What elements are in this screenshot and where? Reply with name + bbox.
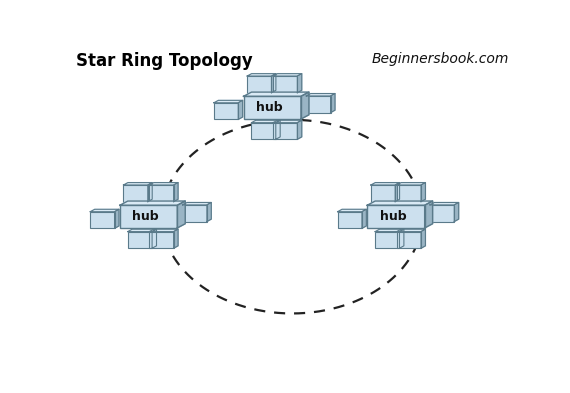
Polygon shape (454, 202, 459, 222)
Polygon shape (298, 120, 302, 139)
Polygon shape (174, 229, 178, 248)
Polygon shape (337, 209, 367, 212)
FancyBboxPatch shape (371, 185, 395, 202)
Polygon shape (371, 183, 400, 185)
Polygon shape (174, 183, 178, 202)
Polygon shape (421, 229, 425, 248)
FancyBboxPatch shape (251, 123, 276, 139)
Text: hub: hub (256, 101, 283, 114)
Polygon shape (148, 183, 152, 202)
Polygon shape (367, 201, 433, 205)
Polygon shape (115, 209, 119, 228)
FancyBboxPatch shape (397, 231, 421, 248)
Text: hub: hub (380, 210, 406, 223)
FancyBboxPatch shape (367, 205, 425, 228)
Polygon shape (397, 229, 425, 231)
Polygon shape (362, 209, 367, 228)
FancyBboxPatch shape (90, 212, 115, 228)
Polygon shape (430, 202, 459, 205)
Polygon shape (273, 73, 302, 76)
Polygon shape (149, 183, 178, 185)
FancyBboxPatch shape (124, 185, 148, 202)
FancyBboxPatch shape (247, 76, 271, 93)
Polygon shape (247, 73, 276, 76)
Polygon shape (149, 229, 178, 231)
Polygon shape (298, 73, 302, 93)
FancyBboxPatch shape (397, 185, 421, 202)
FancyBboxPatch shape (306, 96, 331, 113)
FancyBboxPatch shape (182, 205, 207, 222)
Polygon shape (397, 183, 425, 185)
FancyBboxPatch shape (214, 103, 238, 119)
FancyBboxPatch shape (273, 123, 298, 139)
FancyBboxPatch shape (149, 185, 174, 202)
Polygon shape (128, 229, 157, 231)
Polygon shape (301, 92, 309, 119)
FancyBboxPatch shape (375, 231, 400, 248)
Polygon shape (124, 183, 152, 185)
FancyBboxPatch shape (337, 212, 362, 228)
Polygon shape (271, 73, 276, 93)
Polygon shape (425, 201, 433, 228)
Polygon shape (306, 94, 335, 96)
Polygon shape (238, 100, 243, 119)
FancyBboxPatch shape (128, 231, 152, 248)
Polygon shape (395, 183, 400, 202)
Polygon shape (182, 202, 211, 205)
Text: Star Ring Topology: Star Ring Topology (76, 52, 253, 70)
FancyBboxPatch shape (273, 76, 298, 93)
Polygon shape (251, 120, 280, 123)
Polygon shape (120, 201, 185, 205)
FancyBboxPatch shape (120, 205, 177, 228)
Polygon shape (214, 100, 243, 103)
Polygon shape (375, 229, 404, 231)
Polygon shape (207, 202, 211, 222)
FancyBboxPatch shape (430, 205, 454, 222)
Text: Beginnersbook.com: Beginnersbook.com (371, 52, 508, 66)
Polygon shape (331, 94, 335, 113)
FancyBboxPatch shape (243, 96, 301, 119)
Polygon shape (276, 120, 280, 139)
Polygon shape (273, 120, 302, 123)
FancyBboxPatch shape (149, 231, 174, 248)
Polygon shape (90, 209, 119, 212)
Polygon shape (177, 201, 185, 228)
Polygon shape (152, 229, 157, 248)
Polygon shape (243, 92, 309, 96)
Polygon shape (400, 229, 404, 248)
Polygon shape (421, 183, 425, 202)
Text: hub: hub (132, 210, 159, 223)
